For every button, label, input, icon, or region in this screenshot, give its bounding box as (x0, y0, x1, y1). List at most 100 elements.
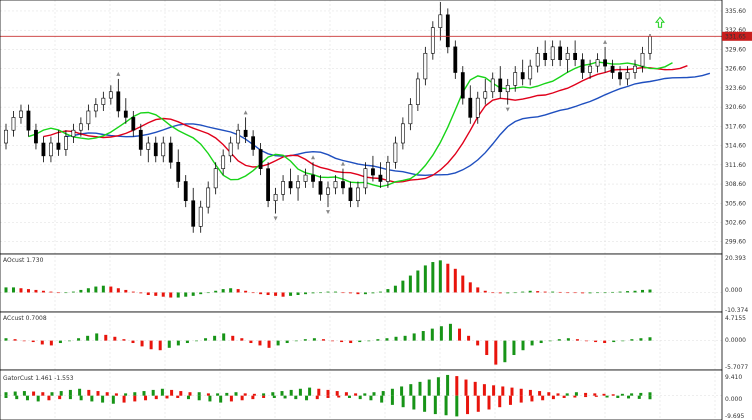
candle-bearish[interactable] (520, 72, 525, 80)
histogram-bar-up (393, 285, 397, 293)
candle-bullish[interactable] (565, 52, 570, 60)
candle-bearish[interactable] (318, 181, 323, 195)
candle-bullish[interactable] (633, 65, 637, 73)
candle-bullish[interactable] (505, 85, 510, 93)
candle-bullish[interactable] (333, 181, 338, 189)
histogram-bar-up (603, 292, 607, 294)
candle-bearish[interactable] (603, 59, 607, 67)
candle-bullish[interactable] (400, 123, 405, 144)
candle-bearish[interactable] (378, 174, 383, 182)
candle-bearish[interactable] (371, 168, 375, 176)
candle-bearish[interactable] (243, 129, 248, 137)
candle-bearish[interactable] (288, 181, 293, 189)
candle-bullish[interactable] (93, 104, 98, 112)
price-panel[interactable]: 335.60 332.60 329.60 326.60 323.60 320.60 317.… (0, 0, 752, 255)
candle-bearish[interactable] (543, 52, 548, 60)
candle-bearish[interactable] (191, 200, 196, 227)
candle-bullish[interactable] (78, 123, 83, 131)
candle-bearish[interactable] (445, 14, 450, 48)
candle-bearish[interactable] (168, 142, 173, 163)
candle-bullish[interactable] (146, 142, 151, 150)
candle-bearish[interactable] (341, 181, 345, 189)
candle-bullish[interactable] (588, 65, 592, 73)
candle-bearish[interactable] (123, 110, 128, 118)
candle-bullish[interactable] (535, 52, 540, 67)
candle-bearish[interactable] (558, 46, 563, 60)
candle-bullish[interactable] (490, 78, 495, 93)
candle-bearish[interactable] (116, 91, 121, 112)
candle-bullish[interactable] (64, 136, 68, 150)
candle-bullish[interactable] (326, 187, 330, 195)
candle-bullish[interactable] (625, 72, 630, 80)
candle-bullish[interactable] (11, 117, 16, 131)
candle-bullish[interactable] (4, 129, 8, 144)
candle-bullish[interactable] (228, 142, 233, 157)
candle-bullish[interactable] (640, 52, 645, 67)
candle-bearish[interactable] (138, 129, 143, 150)
candle-bullish[interactable] (19, 110, 23, 118)
candle-bearish[interactable] (258, 149, 263, 169)
candle-bearish[interactable] (34, 129, 38, 144)
candle-bearish[interactable] (153, 142, 158, 157)
candle-bearish[interactable] (348, 187, 353, 202)
candle-bullish[interactable] (101, 97, 106, 105)
ao-panel[interactable]: AOcust 1.730 20.393 0.000 -10.374 (0, 253, 748, 314)
candle-bullish[interactable] (408, 104, 413, 125)
candle-bullish[interactable] (513, 72, 518, 86)
candle-bearish[interactable] (176, 161, 181, 182)
candle-bullish[interactable] (356, 187, 360, 202)
candle-bullish[interactable] (393, 142, 398, 163)
candle-bearish[interactable] (618, 72, 622, 80)
candle-bullish[interactable] (430, 27, 435, 54)
candle-bullish[interactable] (363, 168, 368, 189)
candle-bullish[interactable] (528, 65, 533, 80)
candle-bearish[interactable] (610, 65, 615, 73)
candle-bearish[interactable] (183, 181, 188, 202)
candle-bullish[interactable] (483, 91, 488, 99)
candle-bearish[interactable] (453, 46, 458, 73)
candle-bullish[interactable] (108, 91, 113, 99)
candle-bearish[interactable] (468, 97, 473, 118)
ac-panel[interactable]: ACcust 0.7008 4.7155 0.0000 -5.7077 (0, 311, 748, 371)
candle-bearish[interactable] (498, 78, 503, 93)
candle-bullish[interactable] (86, 110, 91, 125)
price-tick-label: 332.60 (725, 27, 746, 34)
candle-bullish[interactable] (648, 35, 652, 54)
candle-bullish[interactable] (213, 168, 218, 189)
candle-bullish[interactable] (415, 78, 420, 105)
ac-histogram (4, 323, 652, 365)
candle-bullish[interactable] (475, 97, 480, 118)
candle-bullish[interactable] (550, 46, 555, 60)
candle-bullish[interactable] (595, 59, 600, 67)
candle-bullish[interactable] (161, 142, 166, 157)
candle-bullish[interactable] (49, 142, 53, 157)
candle-bullish[interactable] (236, 129, 241, 144)
candle-bearish[interactable] (580, 59, 585, 73)
candle-bearish[interactable] (573, 52, 578, 60)
candle-bullish[interactable] (71, 129, 76, 137)
candle-bearish[interactable] (251, 136, 256, 150)
candle-bullish[interactable] (386, 161, 390, 182)
candle-bullish[interactable] (221, 155, 226, 169)
candle-bearish[interactable] (460, 72, 465, 99)
candle-bearish[interactable] (131, 117, 136, 131)
price-axis[interactable]: 335.60 332.60 329.60 326.60 323.60 320.60 317.… (725, 8, 746, 246)
candle-bearish[interactable] (311, 174, 315, 182)
candle-bearish[interactable] (56, 142, 61, 150)
candle-bullish[interactable] (198, 206, 203, 227)
candle-bullish[interactable] (423, 52, 428, 80)
candle-bullish[interactable] (438, 14, 443, 28)
candle-bullish[interactable] (206, 187, 211, 208)
candle-bullish[interactable] (296, 181, 300, 189)
candles[interactable] (4, 2, 652, 233)
candle-bearish[interactable] (41, 142, 46, 157)
candle-bullish[interactable] (303, 174, 308, 182)
candle-bullish[interactable] (273, 194, 278, 202)
candle-bearish[interactable] (266, 168, 270, 202)
gator-panel[interactable]: GatorCust 1.461 -1.553 9.410 0.000 -9.69… (0, 369, 745, 420)
candle-bullish[interactable] (281, 181, 285, 195)
candle-bearish[interactable] (26, 110, 31, 131)
histogram-bar-down (331, 340, 335, 342)
